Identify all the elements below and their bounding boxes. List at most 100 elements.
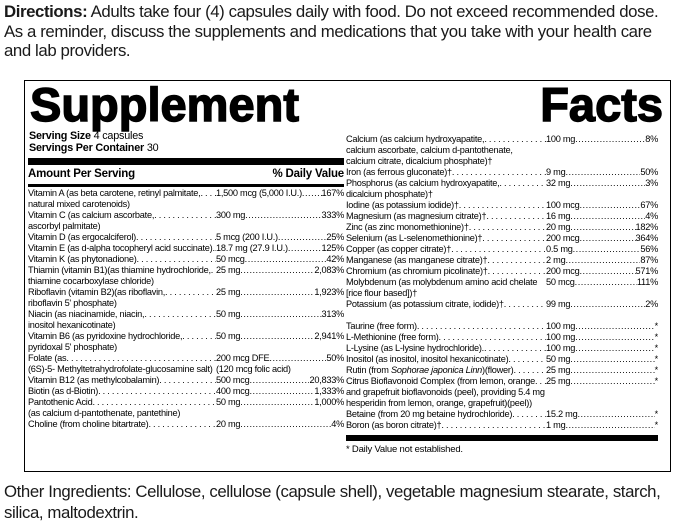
dot-leader — [570, 211, 645, 222]
fact-amount: 25 mg — [216, 287, 241, 297]
fact-percent: * — [654, 332, 658, 342]
fact-name: Calcium (as calcium hydroxyapatite, — [346, 134, 485, 144]
servings-value: 30 — [144, 141, 159, 154]
fact-row: Vitamin D (as ergocalciferol) 5 mcg (200 … — [28, 232, 344, 243]
fact-row: Iodine (as potassium iodide)† 100 mcg 67% — [346, 200, 658, 211]
fact-value-wrap: 100 mcg 67% — [546, 200, 658, 211]
dot-leader — [512, 409, 546, 420]
fact-name-continuation: (as calcium d-pantothenate, pantethine) — [28, 408, 181, 418]
fact-name: Biotin (as d-Biotin) — [28, 386, 99, 396]
fact-row: Vitamin B12 (as methylcobalamin) 500 mcg 2… — [28, 375, 344, 386]
fact-row: ascorbyl palmitate) — [28, 221, 344, 232]
dot-leader — [98, 386, 216, 397]
dot-leader — [575, 134, 645, 145]
fact-name-wrap: Vitamin D (as ergocalciferol) — [28, 232, 216, 243]
fact-row: Niacin (as niacinamide, niacin, 50 mg 313% — [28, 309, 344, 320]
fact-amount: 300 mg — [216, 210, 246, 220]
fact-percent: 111% — [636, 277, 658, 287]
row-spacer — [346, 310, 658, 321]
panel-title: Supplement Facts — [29, 78, 664, 131]
fact-name-continuation: thiamine cocarboxylase chloride) — [28, 276, 154, 286]
fact-name: Pantothenic Acid — [28, 397, 93, 407]
dot-leader — [573, 244, 641, 255]
fact-name-continuation: hesperidin from lemon, orange, grapefrui… — [346, 398, 532, 408]
fact-name: Choline (from choline bitartrate) — [28, 419, 149, 429]
facts-column-right: Calcium (as calcium hydroxyapatite, 100 m… — [346, 134, 658, 431]
fact-amount: 50 mcg — [216, 254, 245, 264]
fact-value-wrap: 1 mg * — [546, 420, 658, 431]
fact-name-continuation: and grapefruit bioflavonoids (peel), pro… — [346, 387, 545, 397]
dot-leader — [570, 222, 635, 233]
fact-name-wrap: Betaine (from 20 mg betaine hydrochlorid… — [346, 409, 546, 420]
fact-name-continuation: inositol hexanicotinate) — [28, 320, 116, 330]
fact-row: calcium citrate, dicalcium phosphate)† — [346, 156, 658, 167]
fact-name-wrap: Vitamin E (as d-alpha tocopheryl acid su… — [28, 243, 216, 254]
fact-amount: 100 mg — [546, 134, 576, 144]
panel-title-word-1: Supplement — [29, 78, 299, 131]
fact-value-wrap: 18.7 mg (27.9 I.U.) 125% — [216, 243, 344, 254]
dot-leader — [570, 299, 645, 310]
fact-row: Vitamin C (as calcium ascorbate, 300 mg 33… — [28, 210, 344, 221]
dot-leader — [575, 343, 655, 354]
fact-row: Molybdenum (as molybdenum amino acid che… — [346, 277, 658, 288]
dot-leader — [240, 397, 314, 408]
serving-size-label: Serving Size — [29, 130, 91, 142]
fact-value-wrap: 99 mg 2% — [546, 299, 658, 310]
dot-leader — [165, 287, 216, 298]
fact-percent: 571% — [635, 266, 659, 276]
dot-leader — [137, 254, 216, 265]
fact-row: Selenium (as L-selenomethionine)† 200 mcg… — [346, 233, 658, 244]
fact-name-wrap: L-Methionine (free form) — [346, 332, 546, 343]
fact-name-wrap: (6S)-5- Methyltetrahydrofolate-glucosami… — [28, 364, 216, 375]
fact-row: calcium ascorbate, calcium d-pantothenat… — [346, 145, 658, 156]
fact-amount: 50 mg — [546, 354, 571, 364]
fact-value-wrap: 25 mg * — [546, 376, 658, 387]
fact-name-wrap: Chromium (as chromium picolinate)† — [346, 266, 546, 277]
fact-name: Molybdenum (as molybdenum amino acid che… — [346, 277, 538, 287]
fact-amount: 5 mcg (200 I.U.) — [216, 232, 278, 242]
fact-name-continuation: natural mixed carotenoids) — [28, 199, 130, 209]
fact-name-wrap: Folate (as — [28, 353, 216, 364]
fact-percent: 2,941% — [314, 331, 344, 341]
fact-percent: * — [654, 354, 658, 364]
fact-value-wrap: 100 mg 8% — [546, 134, 658, 145]
daily-value-footnote: * Daily Value not established. — [346, 444, 463, 455]
fact-row: pyridoxal 5' phosphate) — [28, 342, 344, 353]
fact-amount: 50 mcg — [546, 277, 575, 287]
fact-name: Betaine (from 20 mg betaine hydrochlorid… — [346, 409, 513, 419]
panel-title-word-2: Facts — [540, 78, 664, 131]
fact-name: Riboflavin (vitamin B2)(as riboflavin, — [28, 287, 166, 297]
fact-row: Citrus Bioflavonoid Complex (from lemon,… — [346, 376, 658, 387]
fact-percent: 4% — [645, 211, 658, 221]
fact-amount: 2 mg — [546, 255, 566, 265]
fact-row: Calcium (as calcium hydroxyapatite, 100 m… — [346, 134, 658, 145]
dot-leader — [565, 167, 640, 178]
dot-leader — [240, 287, 314, 298]
fact-percent: 1,333% — [314, 386, 344, 396]
dot-leader — [459, 200, 546, 211]
fact-row: L-Methionine (free form) 100 mg * — [346, 332, 658, 343]
fact-row: Pantothenic Acid 50 mg 1,000% — [28, 397, 344, 408]
fact-name-wrap: Riboflavin (vitamin B2)(as riboflavin, — [28, 287, 216, 298]
dot-leader — [159, 375, 216, 386]
fact-amount: 500 mcg — [216, 375, 250, 385]
dot-leader — [508, 354, 546, 365]
dot-leader — [245, 210, 321, 221]
fact-name: Vitamin D (as ergocalciferol) — [28, 232, 136, 242]
dot-leader — [577, 409, 654, 420]
fact-value-wrap: 50 mg 2,941% — [216, 331, 344, 342]
fact-value-wrap: 200 mcg 364% — [546, 233, 658, 244]
fact-row: Folate (as 200 mcg DFE 50% — [28, 353, 344, 364]
dot-leader — [580, 200, 641, 211]
dot-leader — [565, 420, 654, 431]
fact-percent: 2,083% — [314, 265, 344, 275]
dot-leader — [575, 332, 655, 343]
fact-value-wrap: 500 mcg 20,833% — [216, 375, 344, 386]
dot-leader — [302, 188, 322, 199]
fact-name: Vitamin C (as calcium ascorbate, — [28, 210, 155, 220]
fact-name-wrap: Phosphorus (as calcium hydroxyapatite, — [346, 178, 546, 189]
fact-percent: * — [654, 321, 658, 331]
serving-size-value: 4 capsules — [90, 130, 144, 142]
fact-percent: 313% — [321, 309, 345, 319]
